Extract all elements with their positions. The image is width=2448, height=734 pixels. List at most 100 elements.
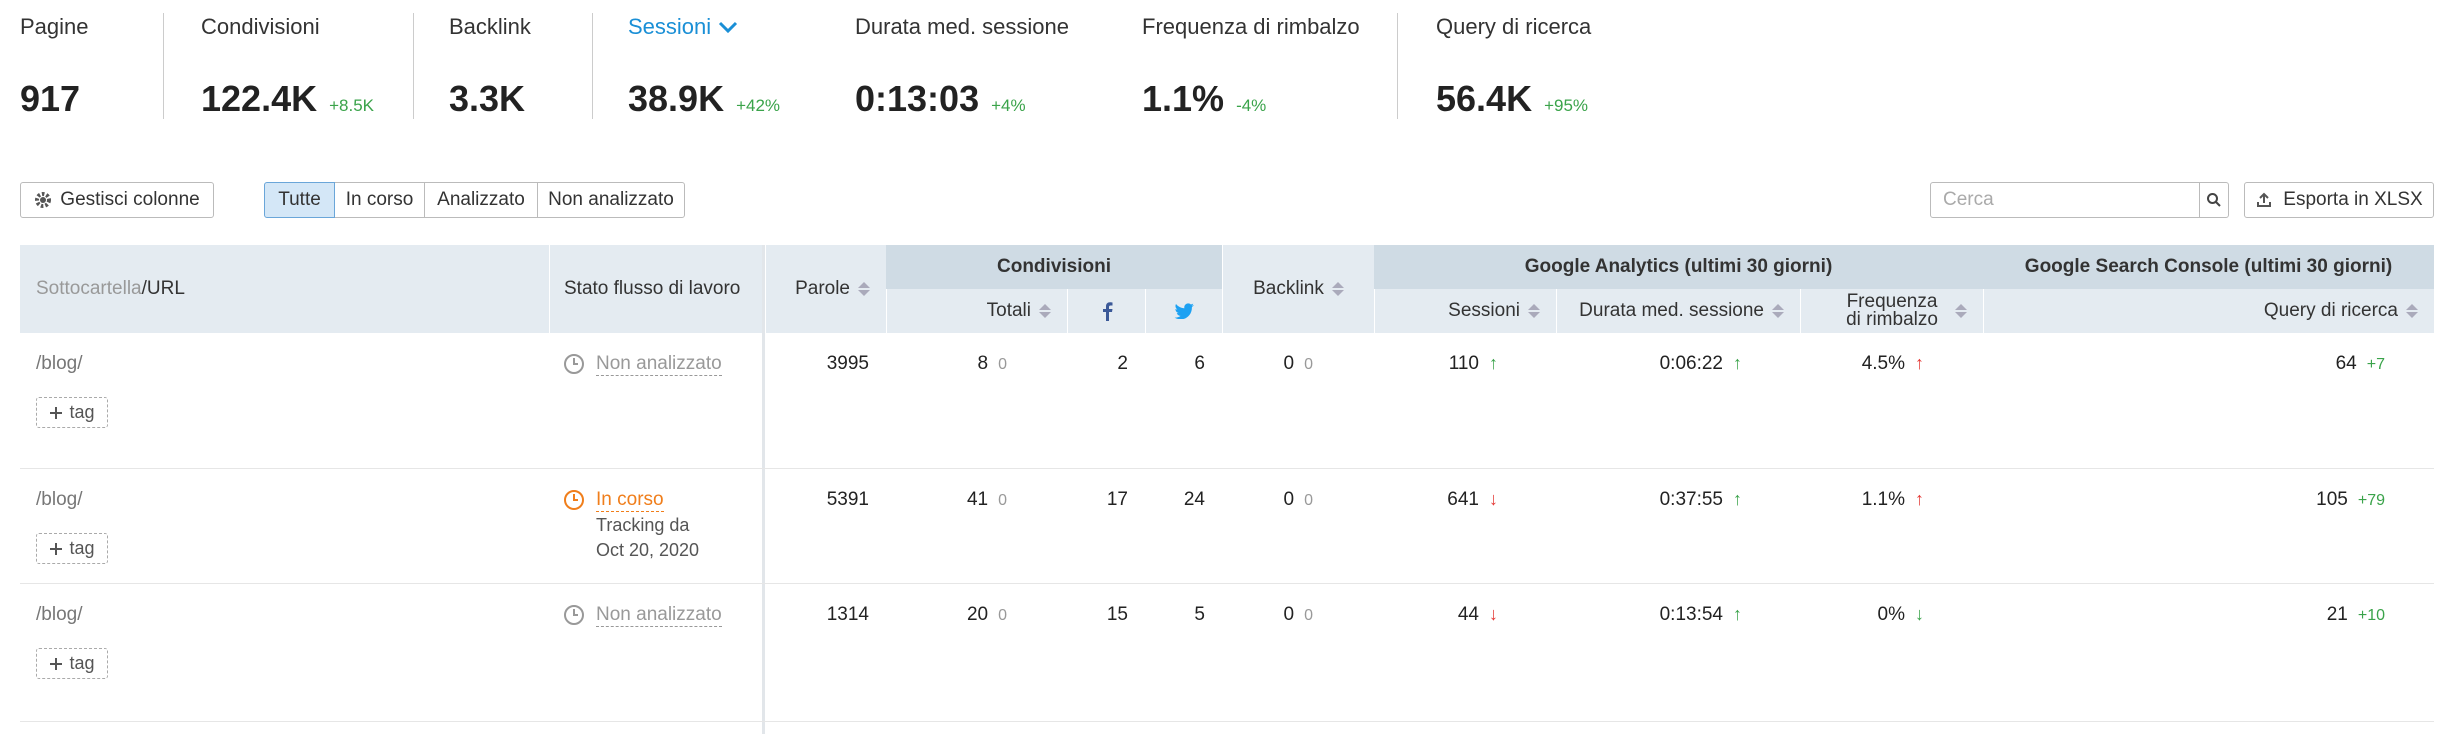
- header-label: Sessioni: [1448, 300, 1520, 321]
- table-cell: 0% ↓: [1800, 604, 1983, 626]
- metric-value: 3.3K: [449, 78, 526, 119]
- cell-value: 0: [1283, 604, 1295, 625]
- cell-value: 15: [1106, 604, 1128, 625]
- cell-value: 0%: [1877, 604, 1905, 625]
- cell-value: 0:13:54: [1659, 604, 1723, 625]
- status-icon: [563, 604, 585, 626]
- cell-value: 2: [1117, 353, 1128, 374]
- manage-columns-button[interactable]: Gestisci colonne: [20, 182, 214, 218]
- table-cell: 21 +10: [1983, 604, 2434, 626]
- trend-arrow: ↑: [1733, 353, 1742, 373]
- header-label: Backlink: [1253, 278, 1324, 299]
- cell-value: 6: [1194, 353, 1205, 374]
- cell-delta: +79: [2357, 492, 2385, 509]
- table-cell: 5391: [765, 489, 886, 511]
- metric: 917: [20, 78, 80, 120]
- search-input[interactable]: Cerca: [1930, 182, 2200, 218]
- status-label[interactable]: In corso: [596, 489, 664, 512]
- table-cell: 6: [1145, 353, 1222, 375]
- table-cell: 3995: [765, 353, 886, 375]
- sort-arrow[interactable]: [1332, 282, 1344, 296]
- metric: 122.4K +8.5K: [201, 78, 374, 120]
- status-note: Oct 20, 2020: [596, 540, 700, 560]
- cell-delta: +7: [2366, 356, 2385, 373]
- trend-arrow: ↑: [1915, 353, 1924, 373]
- metric-label: Frequenza di rimbalzo: [1142, 14, 1360, 39]
- cell-delta: 0: [1304, 607, 1313, 624]
- header-cell: Parole: [765, 245, 886, 333]
- export-button[interactable]: Esporta in XLSX: [2244, 182, 2434, 218]
- header-label: Durata med. sessione: [1579, 300, 1764, 321]
- cell-value: 5: [1194, 604, 1205, 625]
- header-label: Parole: [795, 278, 850, 299]
- url-link[interactable]: /blog/: [36, 353, 83, 374]
- group-header: Google Search Console (ultimi 30 giorni): [2024, 256, 2393, 277]
- sort-arrow[interactable]: [1772, 304, 1784, 318]
- metric-label: Pagine: [20, 14, 89, 39]
- chevron-svg: [719, 21, 738, 34]
- facebook-icon: [1101, 301, 1113, 321]
- tag-label: tag: [69, 538, 95, 558]
- divider: [592, 13, 593, 119]
- group-header: Google Analytics (ultimi 30 giorni): [1524, 256, 1833, 277]
- sort-arrow[interactable]: [1528, 304, 1540, 318]
- metric-label: Backlink: [449, 14, 531, 39]
- header-cell: Google Analytics (ultimi 30 giorni): [1374, 245, 1983, 289]
- header-cell: Backlink: [1222, 245, 1374, 333]
- status-note: Tracking da: [596, 515, 690, 535]
- search-button[interactable]: [2199, 182, 2229, 218]
- table-cell: 0:37:55 ↑: [1556, 489, 1800, 511]
- metric-delta: +8.5K: [329, 96, 374, 115]
- export-label: Esporta in XLSX: [2283, 189, 2423, 210]
- plus-icon-svg: [50, 406, 63, 419]
- header-cell: Stato flusso di lavoro: [550, 245, 763, 333]
- trend-arrow: ↓: [1489, 489, 1498, 509]
- twitter-icon: [1174, 303, 1194, 319]
- table-cell: 0:13:54 ↑: [1556, 604, 1800, 626]
- metric: 1.1% -4%: [1142, 78, 1266, 120]
- group-header: Condivisioni: [997, 256, 1111, 277]
- url-link[interactable]: /blog/: [36, 604, 83, 625]
- cell-value: 0:06:22: [1659, 353, 1723, 374]
- header-label: Totali: [986, 300, 1031, 321]
- cell-value: 0:37:55: [1659, 489, 1723, 510]
- cell-delta: 0: [1304, 356, 1313, 373]
- cell-delta: 0: [998, 607, 1007, 624]
- cell-value: 20: [966, 604, 989, 625]
- filter-tab[interactable]: Analizzato: [424, 182, 538, 218]
- metric-label[interactable]: Sessioni: [628, 14, 739, 40]
- sort-arrow[interactable]: [858, 282, 870, 296]
- add-tag-button[interactable]: tag: [36, 533, 108, 564]
- facebook-icon-svg: [1102, 302, 1112, 321]
- sort-arrow[interactable]: [2406, 304, 2418, 318]
- metric-value: 0:13:03: [855, 78, 980, 119]
- plus-icon: [49, 657, 63, 671]
- cell-delta: +10: [2357, 607, 2385, 624]
- header-cell: Durata med. sessione: [1556, 289, 1800, 333]
- status-label[interactable]: Non analizzato: [596, 604, 722, 627]
- header-label: Stato flusso di lavoro: [564, 278, 741, 299]
- filter-tab[interactable]: Non analizzato: [537, 182, 685, 218]
- status-label[interactable]: Non analizzato: [596, 353, 722, 376]
- filter-tab[interactable]: Tutte: [264, 182, 335, 218]
- twitter-icon-svg: [1174, 303, 1194, 319]
- plus-icon-svg: [50, 657, 63, 670]
- url-link[interactable]: /blog/: [36, 489, 83, 510]
- header-label: Frequenza di rimbalzo: [1846, 291, 1938, 330]
- sort-arrow[interactable]: [1039, 304, 1051, 318]
- table-cell: 0:06:22 ↑: [1556, 353, 1800, 375]
- table-cell: 1314: [765, 604, 886, 626]
- table-cell: 20 0: [886, 604, 1067, 626]
- add-tag-button[interactable]: tag: [36, 397, 108, 428]
- metric-value: 122.4K: [201, 78, 318, 119]
- row-border: [20, 583, 2434, 584]
- sort-arrow[interactable]: [1955, 304, 1967, 318]
- filter-tab[interactable]: In corso: [334, 182, 425, 218]
- metric: 3.3K: [449, 78, 525, 120]
- table-cell: 5: [1145, 604, 1222, 626]
- cell-value: 21: [2326, 604, 2348, 625]
- cell-value: 0: [1283, 353, 1295, 374]
- add-tag-button[interactable]: tag: [36, 648, 108, 679]
